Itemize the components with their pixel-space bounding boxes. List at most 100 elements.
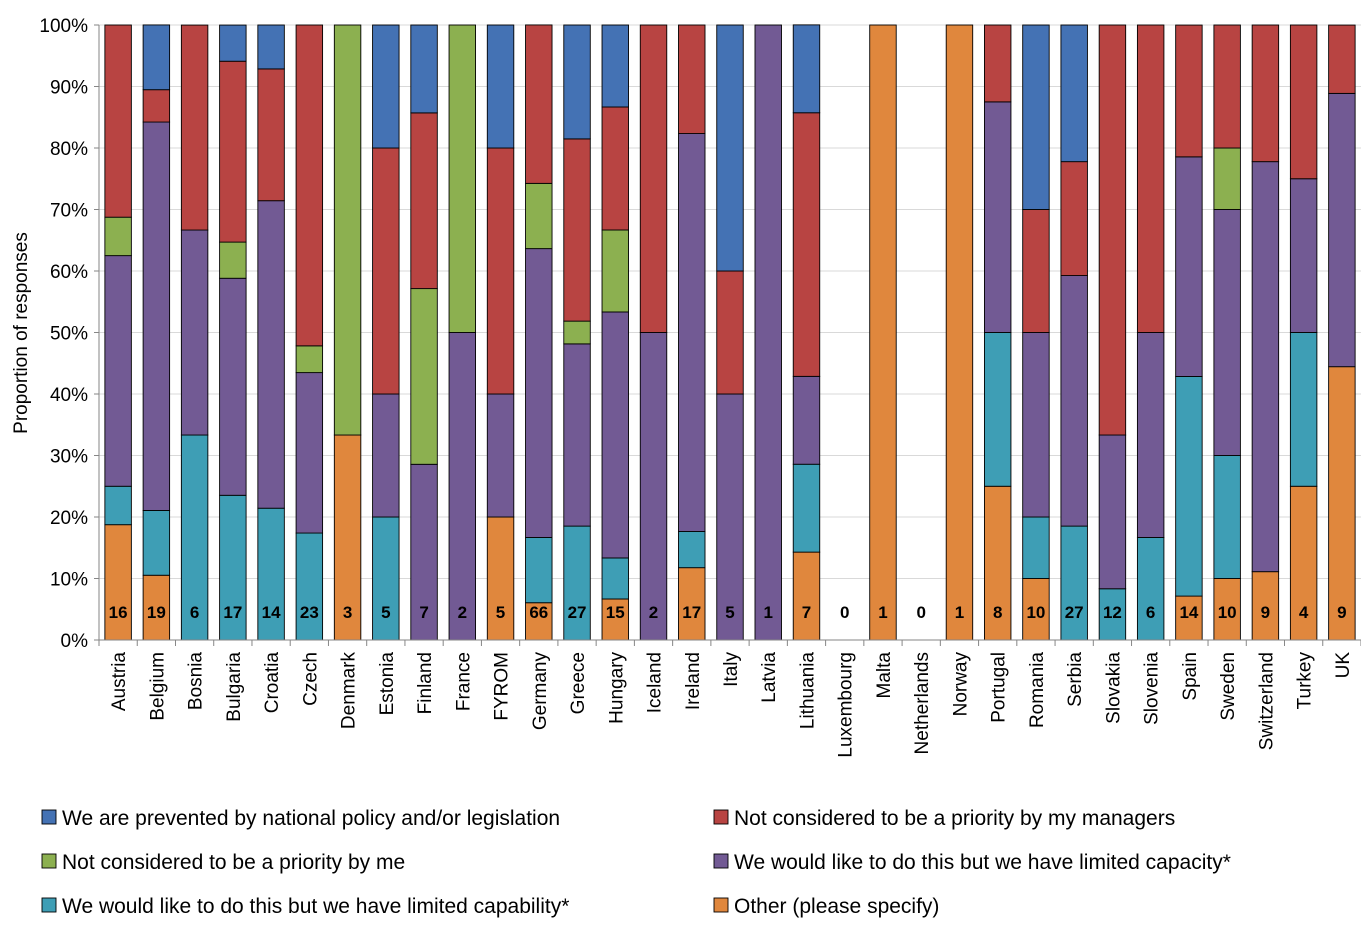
bar-segment <box>1328 24 1356 94</box>
bar-segment <box>1289 24 1318 180</box>
bar-segment <box>1098 24 1127 436</box>
bar-segment <box>333 434 362 641</box>
response-count-label: 5 <box>496 603 505 622</box>
category-label: Estonia <box>377 652 398 716</box>
bar-segment <box>1213 147 1241 210</box>
bar-segment <box>295 345 324 374</box>
response-count-label: 7 <box>419 603 428 622</box>
category-label: Bosnia <box>186 652 207 711</box>
bar-segment <box>945 24 974 641</box>
category-label: Slovenia <box>1142 652 1163 725</box>
bar-segment <box>219 24 247 62</box>
response-count-label: 6 <box>1146 603 1155 622</box>
category-label: Austria <box>109 652 130 712</box>
response-count-label: 19 <box>147 603 166 622</box>
response-count-label: 0 <box>840 603 849 622</box>
y-tick-label: 20% <box>50 508 88 529</box>
bar-segment <box>869 24 897 641</box>
bar-segment <box>983 24 1012 103</box>
bar-segment <box>180 229 209 436</box>
category-label: Spain <box>1180 652 1201 701</box>
bar-segment <box>448 24 477 333</box>
response-count-label: 1 <box>764 603 773 622</box>
category-label: Turkey <box>1295 652 1316 710</box>
bar-segment <box>1251 161 1280 573</box>
response-count-label: 2 <box>458 603 467 622</box>
bar-segment <box>372 24 400 149</box>
category-label: Slovakia <box>1103 652 1124 724</box>
bar-segment <box>601 311 629 559</box>
y-tick-label: 70% <box>50 201 88 222</box>
category-label: Sweden <box>1218 652 1239 721</box>
category-label: Netherlands <box>912 652 933 754</box>
bar-segment <box>792 463 821 553</box>
category-label: Finland <box>415 652 436 714</box>
legend-swatch <box>41 853 57 869</box>
category-label: Czech <box>300 652 321 706</box>
response-count-label: 17 <box>223 603 242 622</box>
response-count-label: 12 <box>1103 603 1122 622</box>
y-tick-label: 60% <box>50 262 88 283</box>
bar-segment <box>1022 209 1050 333</box>
y-tick-label: 50% <box>50 324 88 345</box>
bar-segment <box>372 516 400 641</box>
response-count-label: 23 <box>300 603 319 622</box>
bar-segment <box>1022 516 1050 579</box>
bar-segment <box>219 241 247 279</box>
axes <box>94 24 1361 646</box>
y-tick-label: 40% <box>50 385 88 406</box>
bar-segment <box>410 112 438 290</box>
bar-segment <box>639 332 668 641</box>
bar-segment <box>486 393 515 518</box>
response-count-label: 2 <box>649 603 658 622</box>
response-count-label: 27 <box>568 603 587 622</box>
response-count-label: 7 <box>802 603 811 622</box>
bar-segment <box>601 598 629 641</box>
y-tick-label: 0% <box>61 631 89 652</box>
response-count-label: 1 <box>955 603 964 622</box>
bar-segment <box>1136 332 1165 538</box>
bar-segment <box>295 532 324 641</box>
legend-swatch <box>713 853 729 869</box>
response-count-label: 27 <box>1065 603 1084 622</box>
bar-segment <box>295 372 324 534</box>
category-label: Denmark <box>339 652 360 730</box>
bar-segment <box>678 133 706 532</box>
bar-segment <box>219 60 247 243</box>
bar-segment <box>1328 92 1356 368</box>
bar-segment <box>104 24 132 218</box>
bar-segment <box>1022 332 1050 518</box>
bar-segment <box>486 24 515 149</box>
response-count-label: 17 <box>682 603 701 622</box>
bar-segment <box>448 332 477 641</box>
bar-segment <box>601 557 629 600</box>
bar-segment <box>1213 209 1241 456</box>
bar-segment <box>1175 376 1203 597</box>
legend-label: Not considered to be a priority by my ma… <box>734 807 1175 830</box>
bar-segment <box>1213 578 1241 641</box>
bar-segment <box>792 24 821 114</box>
bar-segment <box>486 516 515 641</box>
bar-segment <box>1136 537 1165 641</box>
bar-segment <box>983 332 1012 487</box>
bar-segment <box>1175 595 1203 641</box>
bar-segment <box>525 248 553 538</box>
bar-segment <box>104 255 132 487</box>
bar-segment <box>601 229 629 313</box>
response-count-label: 66 <box>529 603 548 622</box>
bar-segment <box>372 393 400 518</box>
bar-segment <box>1098 434 1127 590</box>
bar-segment <box>563 138 591 322</box>
bar-segment <box>525 182 553 250</box>
y-axis-title: Proportion of responses <box>11 232 32 434</box>
category-label: Iceland <box>645 652 666 713</box>
response-count-label: 9 <box>1337 603 1346 622</box>
bar-segment <box>792 375 821 465</box>
bar-segment <box>563 24 591 140</box>
bar-segment <box>257 200 285 509</box>
bar-segment <box>678 531 706 569</box>
category-label: Italy <box>721 652 742 687</box>
response-count-label: 3 <box>343 603 352 622</box>
bar-segment <box>525 24 553 184</box>
